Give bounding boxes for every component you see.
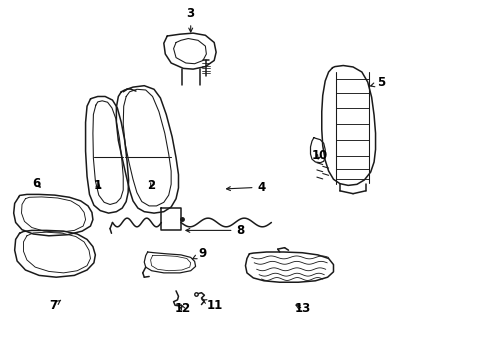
Text: 10: 10 [310,149,327,162]
Text: 2: 2 [147,179,155,192]
Text: 12: 12 [174,302,191,315]
Polygon shape [85,96,128,213]
Text: 9: 9 [192,247,206,260]
Text: 6: 6 [33,177,41,190]
Polygon shape [116,86,178,213]
Polygon shape [245,252,333,282]
Text: 11: 11 [201,299,223,312]
Polygon shape [321,66,375,185]
Text: 1: 1 [94,179,102,192]
Text: 4: 4 [226,181,265,194]
Text: 3: 3 [186,7,194,32]
Polygon shape [144,252,195,273]
Text: 8: 8 [185,224,244,237]
Polygon shape [163,33,216,69]
Text: 7: 7 [50,299,61,312]
Text: 13: 13 [294,302,311,315]
Text: 5: 5 [370,76,385,89]
Polygon shape [15,230,95,277]
Polygon shape [14,194,93,236]
Polygon shape [161,208,181,230]
Polygon shape [310,138,325,163]
